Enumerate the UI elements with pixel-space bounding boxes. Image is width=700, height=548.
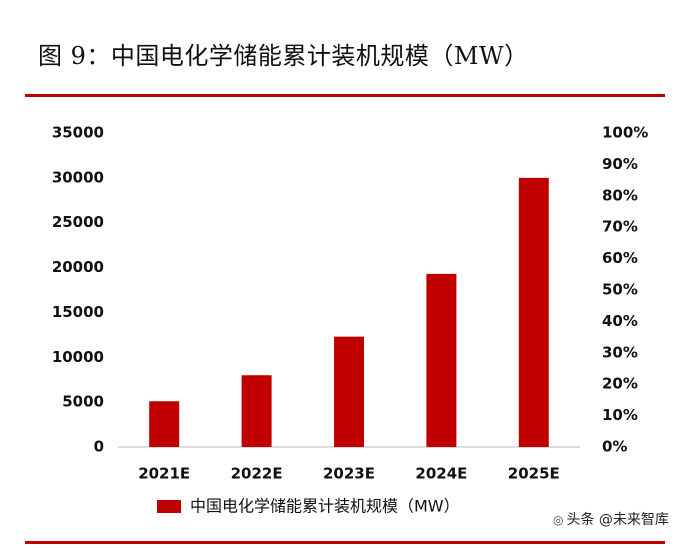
y2-tick-label: 50% — [602, 281, 638, 299]
x-tick-label: 2024E — [415, 465, 467, 483]
watermark-text: 头条 @未来智库 — [566, 512, 669, 528]
y-tick-label: 0 — [94, 438, 104, 456]
y-tick-label: 30000 — [52, 168, 104, 186]
bar-2022E — [241, 375, 272, 447]
y2-tick-label: 30% — [602, 343, 638, 361]
y2-tick-label: 20% — [602, 375, 638, 393]
y-tick-label: 5000 — [62, 393, 104, 411]
y-tick-label: 10000 — [52, 348, 104, 366]
bar-2023E — [334, 336, 364, 447]
bar-2024E — [426, 273, 457, 447]
bar-2025E — [518, 177, 549, 447]
figure-title: 图 9：中国电化学储能累计装机规模（MW） — [38, 42, 529, 70]
y2-tick-label: 100% — [602, 124, 648, 142]
y2-tick-label: 10% — [602, 406, 638, 424]
y-tick-label: 35000 — [52, 124, 104, 142]
x-tick-label: 2025E — [508, 465, 560, 483]
x-tick-label: 2023E — [323, 465, 375, 483]
y-tick-label: 25000 — [52, 213, 104, 231]
top-rule — [25, 94, 665, 97]
wechat-icon: ◎ — [553, 513, 564, 527]
y-tick-label: 20000 — [52, 258, 104, 276]
watermark: ◎ 头条 @未来智库 — [553, 509, 669, 529]
legend-swatch — [157, 500, 181, 513]
y2-tick-label: 0% — [602, 438, 627, 456]
x-tick-label: 2021E — [138, 465, 190, 483]
x-tick-label: 2022E — [231, 465, 283, 483]
y2-tick-label: 70% — [602, 218, 638, 236]
y2-tick-label: 40% — [602, 312, 638, 330]
y2-tick-label: 90% — [602, 155, 638, 173]
y2-tick-label: 80% — [602, 186, 638, 204]
bar-2021E — [149, 401, 180, 447]
y-tick-label: 15000 — [52, 303, 104, 321]
legend-label: 中国电化学储能累计装机规模（MW） — [190, 497, 460, 516]
bottom-rule — [25, 541, 665, 544]
y2-tick-label: 60% — [602, 249, 638, 267]
